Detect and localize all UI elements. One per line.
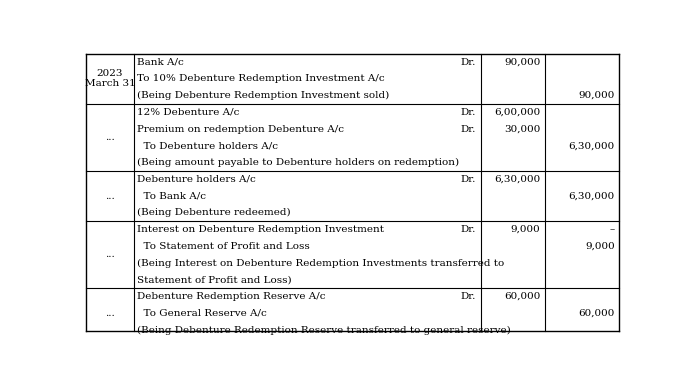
Text: 6,30,000: 6,30,000 [494, 175, 540, 184]
Text: Dr.: Dr. [461, 108, 476, 117]
Text: Debenture Redemption Reserve A/c: Debenture Redemption Reserve A/c [137, 292, 325, 301]
Text: Dr.: Dr. [461, 57, 476, 66]
Text: 60,000: 60,000 [504, 292, 540, 301]
Text: To 10% Debenture Redemption Investment A/c: To 10% Debenture Redemption Investment A… [137, 74, 385, 83]
Text: –: – [610, 225, 615, 234]
Text: 90,000: 90,000 [579, 91, 615, 100]
Text: Interest on Debenture Redemption Investment: Interest on Debenture Redemption Investm… [137, 225, 384, 234]
Text: (Being Debenture Redemption Reserve transferred to general reserve): (Being Debenture Redemption Reserve tran… [137, 326, 510, 334]
Text: Dr.: Dr. [461, 225, 476, 234]
Text: ...: ... [105, 309, 115, 318]
Text: 30,000: 30,000 [504, 124, 540, 134]
Text: (Being Debenture Redemption Investment sold): (Being Debenture Redemption Investment s… [137, 91, 389, 100]
Text: To Debenture holders A/c: To Debenture holders A/c [137, 141, 278, 150]
Text: Statement of Profit and Loss): Statement of Profit and Loss) [137, 275, 291, 284]
Text: To Bank A/c: To Bank A/c [137, 192, 206, 201]
Text: Dr.: Dr. [461, 175, 476, 184]
Text: Dr.: Dr. [461, 292, 476, 301]
Text: 6,00,000: 6,00,000 [494, 108, 540, 117]
Text: 6,30,000: 6,30,000 [569, 141, 615, 150]
Text: ...: ... [105, 192, 115, 201]
Text: 12% Debenture A/c: 12% Debenture A/c [137, 108, 239, 117]
Text: 9,000: 9,000 [585, 242, 615, 251]
Text: 60,000: 60,000 [579, 309, 615, 318]
Text: 2023
March 31: 2023 March 31 [85, 69, 136, 88]
Text: To General Reserve A/c: To General Reserve A/c [137, 309, 266, 318]
Text: To Statement of Profit and Loss: To Statement of Profit and Loss [137, 242, 310, 251]
Text: Bank A/c: Bank A/c [137, 57, 184, 66]
Text: Debenture holders A/c: Debenture holders A/c [137, 175, 255, 184]
Text: ...: ... [105, 250, 115, 259]
Text: 6,30,000: 6,30,000 [569, 192, 615, 201]
Text: (Being amount payable to Debenture holders on redemption): (Being amount payable to Debenture holde… [137, 158, 459, 167]
Text: Premium on redemption Debenture A/c: Premium on redemption Debenture A/c [137, 124, 343, 134]
Text: (Being Debenture redeemed): (Being Debenture redeemed) [137, 208, 290, 218]
Text: 9,000: 9,000 [510, 225, 540, 234]
Text: 90,000: 90,000 [504, 57, 540, 66]
Text: Dr.: Dr. [461, 124, 476, 134]
Text: (Being Interest on Debenture Redemption Investments transferred to: (Being Interest on Debenture Redemption … [137, 258, 504, 268]
Text: ...: ... [105, 133, 115, 142]
